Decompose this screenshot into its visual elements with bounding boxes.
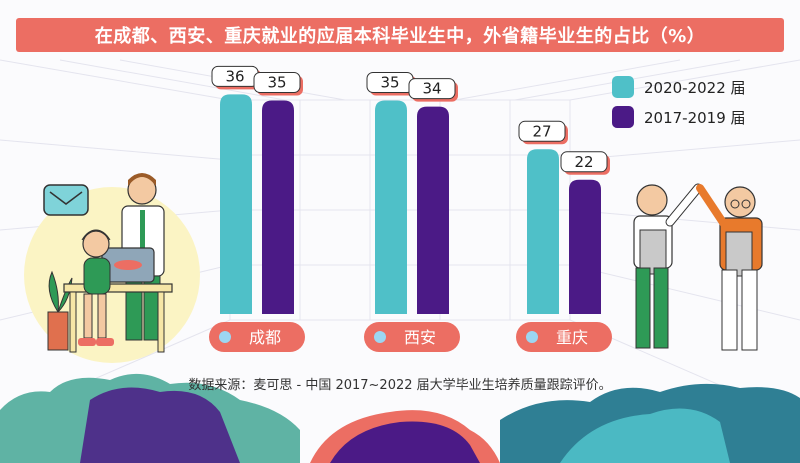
legend-swatch-recent xyxy=(612,76,634,98)
data-label: 27 xyxy=(532,122,551,140)
legend-label-recent: 2020-2022 届 xyxy=(644,78,746,97)
data-label: 35 xyxy=(267,74,286,92)
bar-recent-0 xyxy=(220,94,252,315)
category-label: 西安 xyxy=(404,328,436,347)
legend-swatch-earlier xyxy=(612,106,634,128)
legend: 2020-2022 届 2017-2019 届 xyxy=(612,76,746,136)
bar-earlier-1 xyxy=(417,106,449,314)
bar-earlier-2 xyxy=(569,179,601,314)
data-label-box xyxy=(253,72,301,93)
category-label: 重庆 xyxy=(556,328,588,347)
category-pill xyxy=(209,322,305,352)
category-dot xyxy=(526,331,538,343)
category-dot xyxy=(374,331,386,343)
legend-item-recent: 2020-2022 届 xyxy=(612,76,746,98)
data-label-box xyxy=(560,151,608,173)
bar-recent-1 xyxy=(375,100,407,314)
data-label-box xyxy=(518,120,566,142)
category-dot xyxy=(219,331,231,343)
data-label: 35 xyxy=(380,74,399,92)
mail-icon xyxy=(43,184,89,216)
category-pill xyxy=(364,322,460,352)
right-illustration xyxy=(633,183,763,351)
bar-recent-2 xyxy=(527,149,559,314)
legend-label-earlier: 2017-2019 届 xyxy=(644,108,746,127)
left-illustration xyxy=(24,173,200,363)
category-pill xyxy=(516,322,612,352)
source-note: 数据来源：麦可思 - 中国 2017~2022 届大学毕业生培养质量跟踪评价。 xyxy=(188,378,612,393)
legend-item-earlier: 2017-2019 届 xyxy=(612,106,746,128)
data-label: 34 xyxy=(422,80,441,98)
category-label: 成都 xyxy=(249,328,281,347)
chart-title: 在成都、西安、重庆就业的应届本科毕业生中，外省籍毕业生的占比（%） xyxy=(16,18,784,52)
data-label: 22 xyxy=(574,153,593,171)
data-label: 36 xyxy=(225,67,244,85)
bottom-bushes xyxy=(0,373,800,463)
bar-earlier-0 xyxy=(262,100,294,314)
data-label-box xyxy=(408,78,456,100)
